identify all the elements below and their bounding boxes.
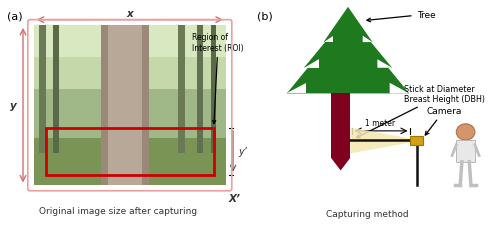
Text: y’: y’ <box>238 147 246 156</box>
Text: (b): (b) <box>258 11 273 21</box>
Text: Capturing method: Capturing method <box>326 209 409 218</box>
Polygon shape <box>304 15 392 68</box>
Polygon shape <box>378 60 392 68</box>
Polygon shape <box>456 141 475 162</box>
Text: x: x <box>126 9 133 19</box>
Bar <box>101 26 149 185</box>
Text: Stick at Diameter
Breast Height (DBH): Stick at Diameter Breast Height (DBH) <box>356 84 486 138</box>
Polygon shape <box>362 36 372 43</box>
Bar <box>34 26 226 58</box>
Text: Camera: Camera <box>426 106 462 136</box>
Bar <box>178 26 185 154</box>
Circle shape <box>456 124 475 140</box>
Bar <box>410 136 422 146</box>
Text: Tree: Tree <box>367 11 436 23</box>
Text: (a): (a) <box>8 11 23 21</box>
Bar <box>53 26 59 154</box>
Polygon shape <box>287 83 306 94</box>
Bar <box>34 26 226 185</box>
Text: X’: X’ <box>228 194 240 203</box>
Polygon shape <box>350 128 410 154</box>
Polygon shape <box>304 60 318 68</box>
Bar <box>197 26 203 154</box>
Polygon shape <box>287 19 409 94</box>
Text: 1 meter: 1 meter <box>366 119 396 128</box>
Bar <box>38 26 46 154</box>
Text: y: y <box>10 101 17 111</box>
Bar <box>331 94 350 158</box>
Polygon shape <box>324 36 334 43</box>
Polygon shape <box>390 83 409 94</box>
Bar <box>34 139 226 185</box>
Bar <box>108 26 142 185</box>
Text: Region of
Interest (ROI): Region of Interest (ROI) <box>192 33 244 124</box>
Text: Original image size after capturing: Original image size after capturing <box>38 206 197 215</box>
Bar <box>212 26 216 154</box>
Bar <box>34 26 226 90</box>
Polygon shape <box>331 158 350 171</box>
Polygon shape <box>324 8 372 43</box>
Bar <box>46 128 214 175</box>
